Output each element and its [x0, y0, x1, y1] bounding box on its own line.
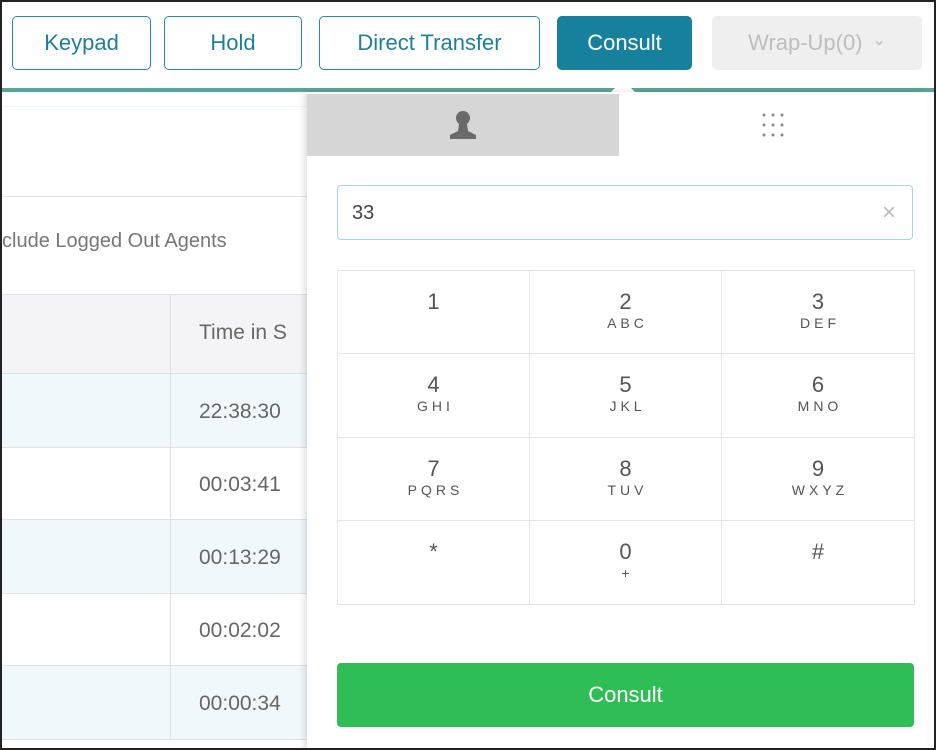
key-digit: 2: [619, 289, 632, 314]
hold-button[interactable]: Hold: [164, 16, 302, 70]
table-row[interactable]: 00:02:02: [2, 594, 312, 666]
dialpad-key-2[interactable]: 2 ABC: [530, 271, 722, 355]
tab-keypad[interactable]: [619, 94, 927, 156]
key-letters: PQRS: [407, 481, 464, 498]
person-icon: [450, 111, 476, 139]
key-letters: TUV: [607, 481, 648, 498]
key-digit: *: [429, 538, 438, 564]
key-letters: ABC: [607, 315, 648, 331]
key-digit: 0: [619, 538, 632, 564]
key-letters: +: [621, 564, 634, 581]
call-toolbar: Keypad Hold Direct Transfer Consult Wrap…: [2, 2, 934, 90]
dialpad-key-hash[interactable]: #: [722, 521, 914, 604]
dialpad-key-8[interactable]: 8 TUV: [530, 437, 722, 521]
keypad-grid-icon: [762, 113, 784, 137]
agent-table-pane: clude Logged Out Agents: [2, 92, 312, 292]
keypad-button[interactable]: Keypad: [12, 16, 151, 70]
popover-caret: [611, 80, 635, 92]
dialpad-key-1[interactable]: 1: [338, 271, 530, 355]
time-cell: 00:03:41: [199, 473, 281, 496]
key-digit: 7: [427, 455, 440, 481]
time-cell: 22:38:30: [199, 400, 281, 423]
dialpad-key-5[interactable]: 5 JKL: [530, 354, 722, 438]
key-digit: 6: [811, 372, 825, 398]
consult-toolbar-button[interactable]: Consult: [557, 16, 692, 70]
dialpad-key-0[interactable]: 0 +: [530, 520, 722, 604]
key-letters: MNO: [797, 398, 843, 415]
dialpad-key-4[interactable]: 4 GHI: [338, 354, 530, 438]
chevron-down-icon: ⌄: [872, 32, 886, 49]
dialpad-key-7[interactable]: 7 PQRS: [338, 437, 530, 521]
tab-directory[interactable]: [307, 94, 619, 156]
time-cell: 00:02:02: [199, 619, 281, 642]
key-digit: 9: [811, 455, 825, 481]
divider: [2, 106, 312, 107]
time-cell: 00:00:34: [199, 692, 281, 715]
dialpad-key-6[interactable]: 6 MNO: [722, 354, 914, 438]
table-header: Time in S: [2, 294, 312, 374]
dialpad-key-star[interactable]: *: [338, 520, 530, 604]
include-logged-out-agents-label[interactable]: clude Logged Out Agents: [2, 230, 227, 252]
dialpad-key-9[interactable]: 9 WXYZ: [722, 438, 914, 521]
key-letters: WXYZ: [791, 481, 849, 498]
time-cell: 00:13:29: [199, 546, 281, 569]
dialpad: 1 2 ABC 3 DEF 4 GHI 5 JKL 6 MNO 7 PQRS 8 TUV 9 WXYZ * 0 + #: [337, 270, 915, 605]
key-letters: JKL: [609, 398, 646, 415]
table-row[interactable]: 00:13:29: [2, 520, 312, 594]
table-row[interactable]: 22:38:30: [2, 374, 312, 448]
clear-icon[interactable]: ×: [881, 199, 896, 226]
column-divider: [170, 294, 171, 740]
toolbar-divider: [2, 88, 934, 92]
key-digit: 1: [427, 289, 440, 314]
column-header-time-in-state[interactable]: Time in S: [199, 321, 287, 344]
wrapup-dropdown[interactable]: Wrap-Up(0) ⌄: [712, 16, 922, 70]
key-digit: 8: [619, 455, 632, 481]
table-row[interactable]: 00:03:41: [2, 448, 312, 520]
wrapup-label: Wrap-Up(0): [748, 30, 863, 55]
dial-number-input[interactable]: 33 ×: [337, 185, 913, 240]
key-digit: 4: [427, 372, 440, 398]
table-row[interactable]: 00:00:34: [2, 666, 312, 740]
key-letters: DEF: [800, 315, 840, 331]
key-digit: 5: [619, 372, 632, 398]
dialpad-key-3[interactable]: 3 DEF: [722, 271, 914, 355]
key-digit: 3: [811, 289, 825, 314]
consult-popover: 33 × 1 2 ABC 3 DEF 4 GHI 5 JKL 6 MNO 7 PQRS 8 TUV 9 WXYZ…: [307, 92, 927, 748]
direct-transfer-button[interactable]: Direct Transfer: [319, 16, 540, 70]
key-letters: GHI: [417, 398, 454, 415]
divider: [2, 196, 312, 197]
dial-number-value: 33: [352, 202, 375, 224]
consult-button[interactable]: Consult: [337, 663, 914, 727]
key-digit: #: [811, 538, 825, 564]
